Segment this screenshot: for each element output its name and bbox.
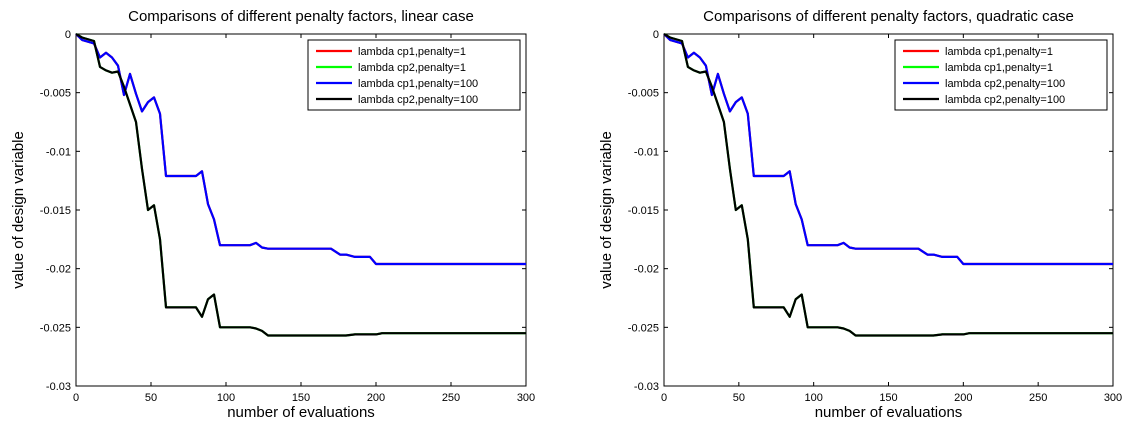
legend-label: lambda cp1,penalty=1 [945,62,1053,74]
y-tick-label: -0.015 [628,205,659,217]
x-tick-label: 150 [879,392,897,404]
y-axis-label: value of design variable [598,131,615,289]
x-tick-label: 200 [954,392,972,404]
y-tick-label: -0.025 [628,322,659,334]
y-tick-label: -0.02 [46,264,71,276]
legend-label: lambda cp1,penalty=100 [358,78,478,90]
x-axis-label: number of evaluations [815,404,963,421]
legend-label: lambda cp2,penalty=100 [945,78,1065,90]
x-tick-label: 200 [367,392,385,404]
series-line [663,33,1113,266]
x-tick-label: 250 [442,392,460,404]
y-tick-label: -0.01 [634,146,659,158]
y-tick-label: -0.03 [634,381,659,393]
legend-label: lambda cp2,penalty=100 [358,94,478,106]
series-line [75,33,526,266]
x-tick-label: 250 [1029,392,1047,404]
x-tick-label: 100 [804,392,822,404]
legend-label: lambda cp2,penalty=1 [358,62,466,74]
y-tick-label: -0.03 [46,381,71,393]
legend-label: lambda cp1,penalty=1 [945,46,1053,58]
legend-label: lambda cp2,penalty=100 [945,94,1065,106]
chart-panel-1: 0 50 100 150 200 250 300 0 -0.005 -0.01 -0.015 -0.0… [10,8,535,421]
x-tick-label: 300 [1104,392,1122,404]
y-tick-label: -0.015 [40,205,71,217]
x-tick-label: 100 [217,392,235,404]
y-tick-label: -0.025 [40,322,71,334]
y-axis-label: value of design variable [10,131,27,289]
legend: lambda cp1,penalty=1 lambda cp1,penalty=1… [894,39,1108,111]
x-tick-label: 150 [292,392,310,404]
y-tick-label: -0.005 [40,88,71,100]
x-tick-label: 50 [145,392,157,404]
legend-label: lambda cp1,penalty=1 [358,46,466,58]
y-tick-label: -0.005 [628,88,659,100]
legend: lambda cp1,penalty=1 lambda cp2,penalty=1… [307,39,521,111]
x-tick-label: 0 [661,392,667,404]
y-tick-label: -0.01 [46,146,71,158]
x-tick-label: 300 [517,392,535,404]
chart-title: Comparisons of different penalty factors… [128,8,474,25]
x-tick-label: 0 [73,392,79,404]
series-line [663,33,1113,337]
x-axis-label: number of evaluations [227,404,375,421]
x-tick-label: 50 [733,392,745,404]
chart-panel-2: 0 50 100 150 200 250 300 0 -0.005 -0.01 -0.015 -0.0… [598,8,1122,421]
y-tick-label: -0.02 [634,264,659,276]
y-tick-label: 0 [653,29,659,41]
series-line [75,33,526,337]
chart-title: Comparisons of different penalty factors… [703,8,1074,25]
y-tick-label: 0 [65,29,71,41]
